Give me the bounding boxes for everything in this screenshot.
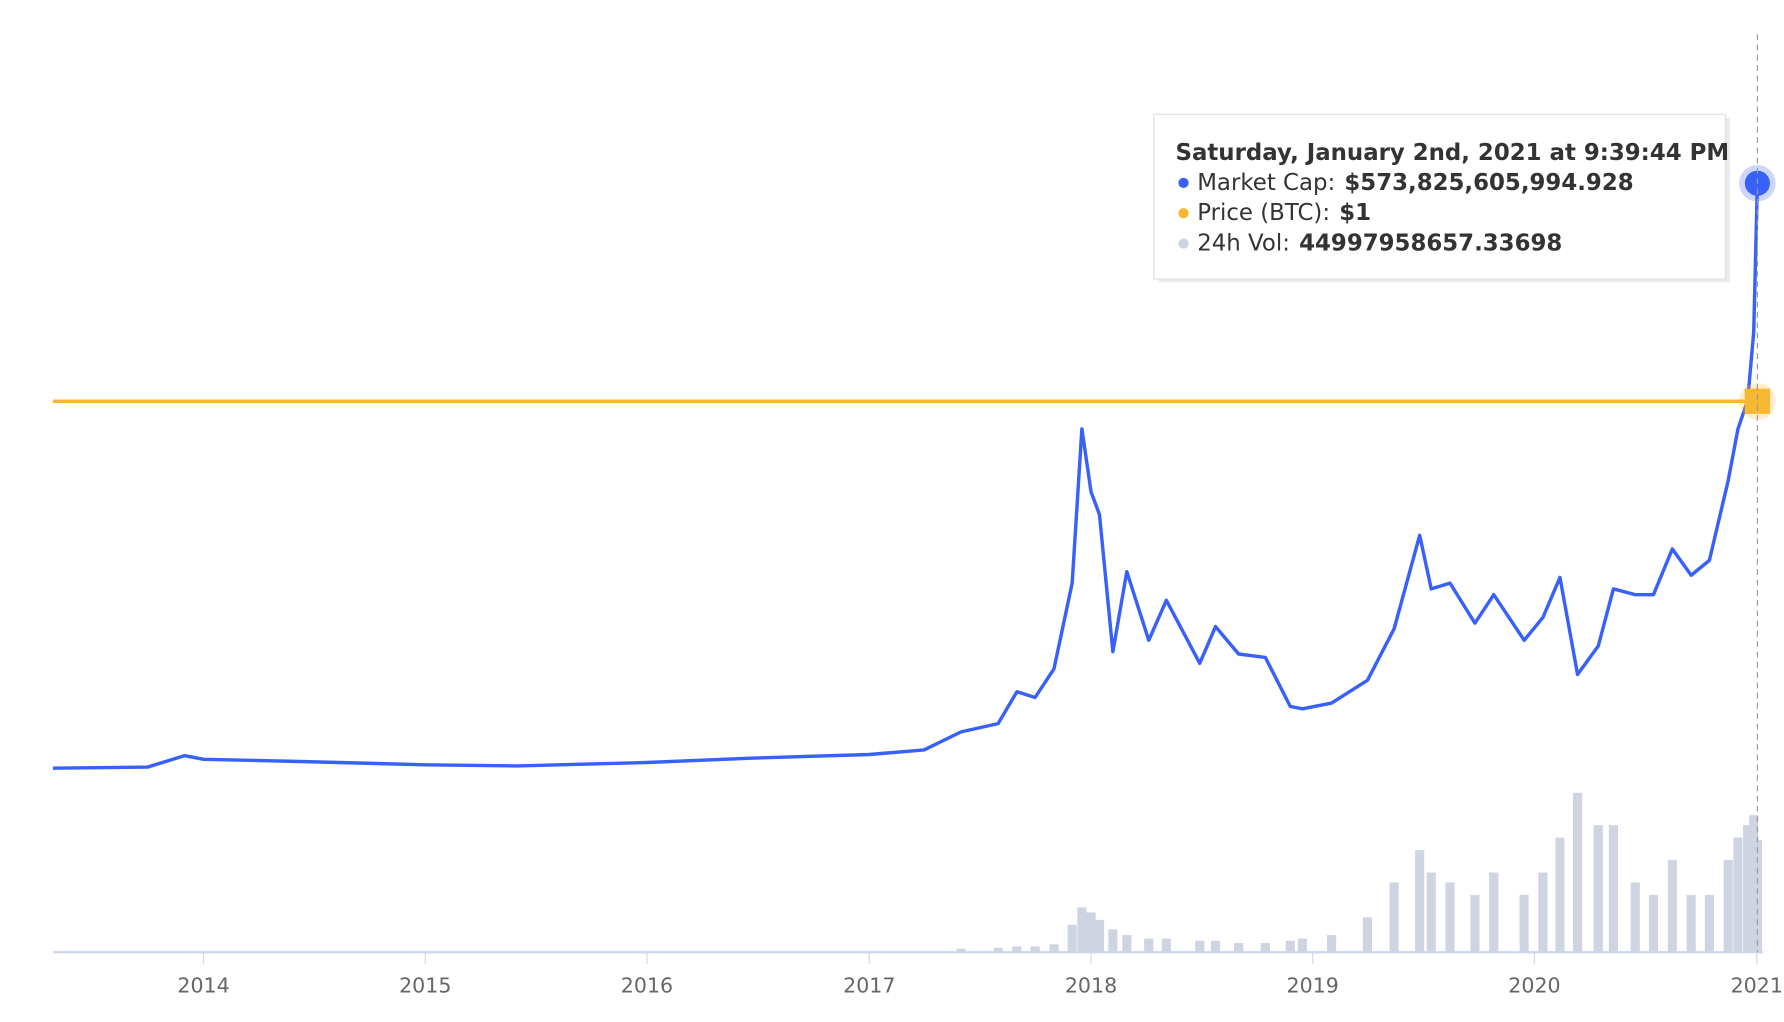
volume-bar — [1297, 938, 1307, 953]
volume-bar — [956, 948, 966, 953]
volume-bar — [1326, 935, 1337, 953]
volume-bar — [1067, 924, 1077, 953]
volume-bar — [1608, 825, 1618, 953]
volume-bar — [1195, 940, 1205, 953]
volume-bar — [1593, 825, 1603, 953]
tooltip-label: Price (BTC): — [1197, 200, 1330, 226]
volume-bar — [1538, 872, 1548, 953]
volume-bar — [1210, 940, 1221, 953]
x-tick-label: 2018 — [1065, 973, 1117, 997]
x-tick-label: 2016 — [621, 973, 673, 997]
volume-bar — [1555, 837, 1565, 953]
volume-bar — [1733, 837, 1743, 953]
line-layer — [52, 164, 1776, 770]
volume-bar — [1389, 882, 1399, 953]
volume-bar — [1108, 929, 1118, 953]
x-tick-label: 2017 — [843, 973, 895, 997]
volume-bar — [1285, 940, 1295, 953]
volume-bar — [1030, 946, 1040, 953]
x-tick-label: 2021 — [1731, 973, 1783, 997]
volume-bar — [1122, 935, 1132, 953]
volume-bar — [1686, 894, 1696, 953]
tooltip-box — [1153, 113, 1726, 280]
x-tick-label: 2019 — [1287, 973, 1339, 997]
x-tick-label: 2020 — [1508, 973, 1560, 997]
volume-bar — [1049, 944, 1059, 953]
tooltip-label: 24h Vol: — [1197, 230, 1290, 256]
volume-bar — [1086, 912, 1096, 953]
volume-bar — [1445, 882, 1455, 953]
volume-bar — [1630, 882, 1640, 953]
volume-bar — [1489, 872, 1499, 953]
volume-layer — [956, 792, 1762, 953]
volume-bar — [1077, 907, 1087, 953]
volume-bar — [1012, 946, 1022, 953]
volume-bar — [1667, 860, 1677, 953]
volume-bar — [1704, 894, 1714, 953]
tooltip-label: Market Cap: — [1197, 170, 1335, 196]
x-ticks: 2014 2015 2016 2017 2018 2019 2020 2021 — [177, 952, 1783, 997]
volume-bar — [1094, 919, 1105, 953]
volume-bar — [1752, 840, 1762, 953]
x-tick-label: 2015 — [399, 973, 451, 997]
tooltip-bullet — [1178, 177, 1189, 189]
tooltip-value: $573,825,605,994.928 — [1344, 170, 1633, 196]
volume-bar — [1723, 860, 1733, 953]
tooltip-bullet — [1178, 208, 1189, 219]
volume-bar — [1161, 938, 1171, 953]
tooltip-value: $1 — [1339, 200, 1371, 226]
tooltip-row: 24h Vol: 44997958657.33698 — [1197, 230, 1562, 256]
series-line — [52, 183, 1760, 770]
tooltip: Saturday, January 2nd, 2021 at 9:39:44 P… — [1153, 113, 1730, 283]
volume-bar — [1426, 872, 1436, 953]
volume-bar — [1648, 894, 1659, 953]
volume-bar — [1415, 850, 1425, 953]
x-tick-label: 2014 — [177, 973, 229, 997]
volume-bar — [1573, 792, 1583, 953]
tooltip-row: Market Cap: $573,825,605,994.928 — [1197, 170, 1633, 196]
volume-bar — [1470, 894, 1480, 953]
volume-bar — [1519, 894, 1529, 953]
tooltip-title: Saturday, January 2nd, 2021 at 9:39:44 P… — [1176, 140, 1730, 166]
volume-bar — [1144, 938, 1154, 953]
tooltip-row: Price (BTC): $1 — [1197, 200, 1371, 226]
tooltip-value: 44997958657.33698 — [1299, 230, 1562, 256]
volume-bar — [1362, 917, 1372, 953]
volume-bar — [1234, 943, 1244, 953]
volume-bar — [1260, 943, 1270, 953]
volume-bar — [1743, 825, 1753, 953]
tooltip-bullet — [1178, 238, 1189, 249]
volume-bar — [993, 947, 1003, 953]
